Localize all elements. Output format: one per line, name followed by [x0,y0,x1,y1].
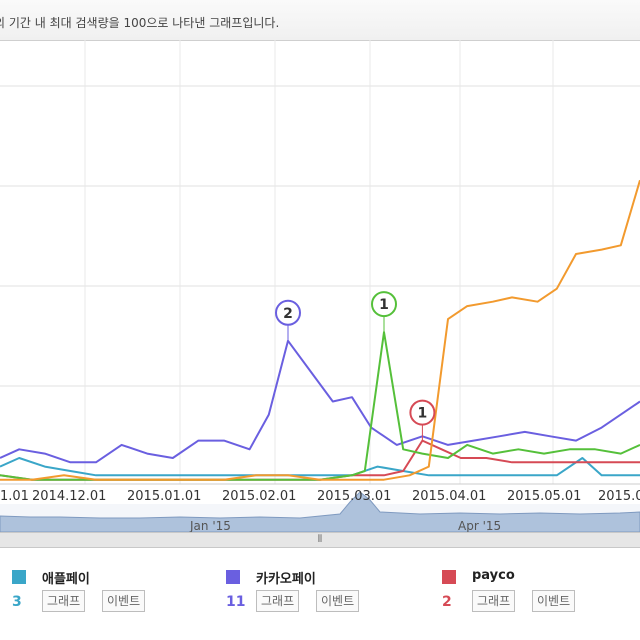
x-axis-ticks: 1.01 2014.12.01 2015.01.01 2015.02.01 2015.0… [0,483,640,504]
x-tick-label: 2015.05.01 [507,489,581,504]
event-button[interactable]: 이벤트 [102,590,146,612]
graph-button[interactable]: 그래프 [256,590,300,612]
x-tick-label: 2015.01.01 [127,489,201,504]
legend-name: 카카오페이 [256,572,316,587]
legend-swatch [12,570,26,584]
legend-name: 애플페이 [42,572,90,587]
grip-icon: ⦀ [317,534,323,545]
event-flag-label: 1 [418,406,428,422]
navigator-label: Jan '15 [189,519,231,532]
graph-button[interactable]: 그래프 [42,590,86,612]
series-line-4 [0,179,640,481]
chart-note: 의 기간 내 최대 검색량을 100으로 나타낸 그래프입니다. [0,16,280,30]
navigator-area [0,491,640,532]
series-line-2 [0,439,640,481]
range-resize-handle[interactable]: ⦀ [0,532,640,548]
event-button[interactable]: 이벤트 [532,590,576,612]
series-line-0 [0,457,640,477]
event-flags: 2 1 1 [275,291,436,441]
x-tick-label: 2014.12.01 [32,489,106,504]
x-tick-label: 2015.02.01 [222,489,296,504]
legend-count: 2 [442,594,452,610]
event-flag-label: 2 [283,306,293,322]
x-tick-label: 2015.03.01 [317,489,391,504]
event-button[interactable]: 이벤트 [316,590,360,612]
legend-count: 11 [226,594,246,610]
x-tick-label: 1.01 [0,489,29,504]
event-flag-label: 1 [379,297,389,313]
legend: 애플페이 3 그래프 이벤트 카카오페이 11 그래프 이벤트 payco 2 … [0,560,640,640]
series-line-1 [0,339,640,464]
legend-swatch [226,570,240,584]
legend-count: 3 [12,594,22,610]
event-flag [409,399,436,426]
chart-grid [0,40,640,484]
event-flag [371,291,397,318]
x-tick-label: 2015.0 [598,489,640,504]
series-line-3 [0,331,640,481]
navigator-label: Apr '15 [458,519,501,532]
event-flag [275,299,301,326]
graph-button[interactable]: 그래프 [472,590,516,612]
navigator: Jan '15 Apr '15 [0,491,640,532]
x-tick-label: 2015.04.01 [412,489,486,504]
search-trend-chart: Jan '15 Apr '15 2 1 1 1.01 2014.12.01 2015.01… [0,40,640,532]
series-lines [0,179,640,481]
legend-name: payco [472,568,515,583]
legend-swatch [442,570,456,584]
chart-header: 의 기간 내 최대 검색량을 100으로 나타낸 그래프입니다. [0,0,640,41]
